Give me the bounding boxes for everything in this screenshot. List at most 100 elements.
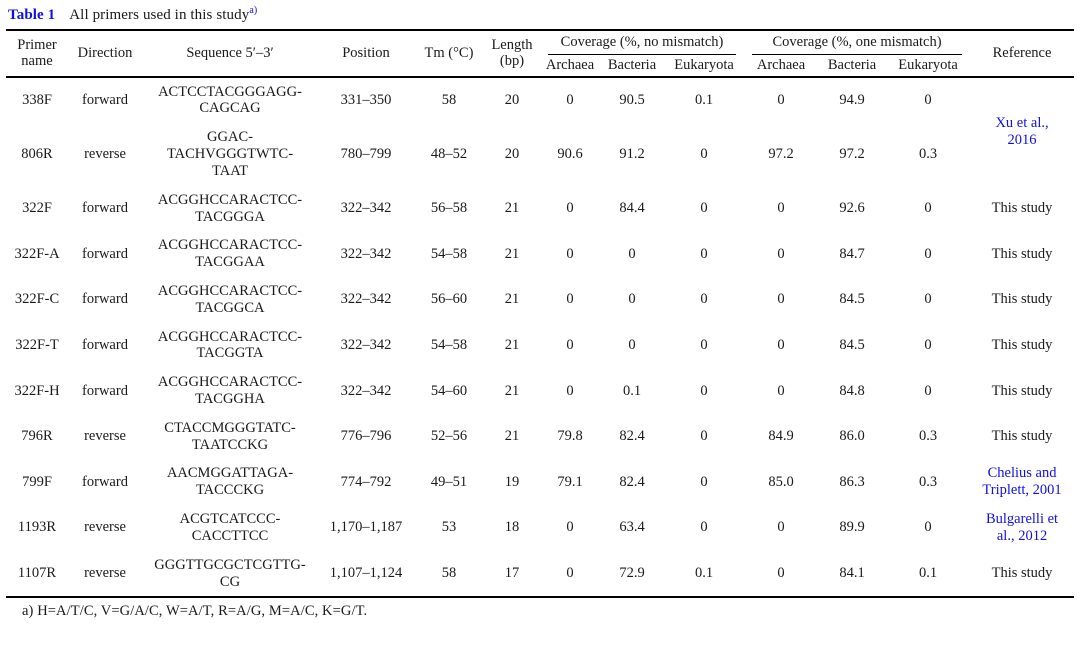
cell-reference: This study bbox=[991, 565, 1053, 582]
cell-no-mismatch-eukaryota: 0.1 bbox=[694, 565, 714, 582]
cell-no-mismatch-archaea: 0 bbox=[566, 291, 574, 308]
cell-primer-name: 322F-H bbox=[14, 382, 60, 399]
cell-length: 17 bbox=[504, 565, 520, 582]
cell-tm: 54–58 bbox=[430, 245, 468, 262]
cell-reference: This study bbox=[991, 291, 1053, 308]
subcol-header-bacteria-no-mismatch: Bacteria bbox=[607, 56, 657, 73]
cell-length: 21 bbox=[504, 336, 520, 353]
cell-position: 776–796 bbox=[340, 428, 392, 445]
table-row-796R: 796R reverse CTACCMGGGTATC- TAATCCKG 776… bbox=[6, 414, 1074, 460]
cell-tm: 54–58 bbox=[430, 336, 468, 353]
cell-no-mismatch-bacteria: 84.4 bbox=[619, 200, 645, 217]
cell-direction: forward bbox=[82, 473, 128, 490]
cell-no-mismatch-bacteria: 0 bbox=[628, 336, 636, 353]
cell-length: 20 bbox=[504, 146, 520, 163]
header-group-row: Primer name Direction Sequence 5′–3′ Pos… bbox=[6, 30, 1074, 69]
cell-no-mismatch-eukaryota: 0 bbox=[700, 473, 708, 490]
cell-one-mismatch-bacteria: 84.7 bbox=[839, 245, 865, 262]
reference-link[interactable]: Xu et al., 2016 bbox=[995, 114, 1049, 148]
cell-primer-name: 806R bbox=[21, 146, 53, 163]
cell-sequence: ACGGHCCARACTCC- TACGGHA bbox=[157, 374, 303, 407]
cell-no-mismatch-eukaryota: 0 bbox=[700, 291, 708, 308]
cell-primer-name: 322F-C bbox=[14, 291, 60, 308]
cell-sequence: GGGTTGCGCTCGTTG- CG bbox=[154, 556, 306, 590]
cell-length: 21 bbox=[504, 382, 520, 399]
coverage-no-mismatch-label: Coverage (%, no mismatch) bbox=[548, 34, 737, 55]
subcol-header-eukaryota-one-mismatch: Eukaryota bbox=[898, 56, 958, 73]
col-header-reference: Reference bbox=[992, 44, 1052, 61]
cell-primer-name: 322F-T bbox=[15, 336, 59, 353]
cell-one-mismatch-eukaryota: 0 bbox=[924, 382, 932, 399]
cell-length: 18 bbox=[504, 519, 520, 536]
col-header-coverage-no-mismatch: Coverage (%, no mismatch) bbox=[540, 30, 744, 55]
cell-primer-name: 322F bbox=[22, 200, 52, 217]
reference-link[interactable]: Bulgarelli et al., 2012 bbox=[985, 511, 1059, 544]
cell-primer-name: 338F bbox=[22, 92, 52, 109]
cell-sequence: ACGGHCCARACTCC- TACGGCA bbox=[157, 282, 303, 316]
cell-no-mismatch-bacteria: 0 bbox=[628, 291, 636, 308]
table-title-footnote-marker[interactable]: a) bbox=[249, 5, 258, 16]
reference-link[interactable]: Chelius and Triplett, 2001 bbox=[982, 465, 1062, 499]
cell-one-mismatch-bacteria: 86.3 bbox=[839, 473, 865, 490]
table-row-322F-T: 322F-T forward ACGGHCCARACTCC- TACGGTA 3… bbox=[6, 323, 1074, 369]
cell-one-mismatch-bacteria: 94.9 bbox=[839, 92, 865, 109]
cell-primer-name: 796R bbox=[21, 428, 53, 445]
cell-one-mismatch-bacteria: 84.5 bbox=[839, 291, 865, 308]
cell-no-mismatch-archaea: 90.6 bbox=[557, 146, 583, 163]
coverage-one-mismatch-label: Coverage (%, one mismatch) bbox=[752, 34, 963, 55]
cell-no-mismatch-eukaryota: 0 bbox=[700, 428, 708, 445]
cell-sequence: ACTCCTACGGGAGG- CAGCAG bbox=[158, 83, 302, 117]
col-header-tm: Tm (°C) bbox=[424, 44, 474, 61]
cell-reference: This study bbox=[991, 428, 1053, 445]
cell-position: 322–342 bbox=[340, 200, 392, 217]
col-header-coverage-one-mismatch: Coverage (%, one mismatch) bbox=[744, 30, 970, 55]
cell-position: 1,170–1,187 bbox=[329, 519, 403, 536]
cell-tm: 54–60 bbox=[430, 382, 468, 399]
cell-direction: forward bbox=[82, 200, 128, 217]
cell-direction: forward bbox=[82, 336, 128, 353]
cell-no-mismatch-archaea: 79.8 bbox=[557, 428, 583, 445]
cell-tm: 49–51 bbox=[430, 473, 468, 490]
cell-one-mismatch-archaea: 0 bbox=[777, 382, 785, 399]
cell-position: 780–799 bbox=[340, 146, 392, 163]
cell-no-mismatch-archaea: 0 bbox=[566, 336, 574, 353]
cell-reference: Chelius and Triplett, 2001 bbox=[970, 459, 1074, 505]
cell-sequence: AACMGGATTAGA- TACCCKG bbox=[166, 465, 294, 499]
cell-no-mismatch-eukaryota: 0 bbox=[700, 336, 708, 353]
cell-no-mismatch-bacteria: 63.4 bbox=[619, 519, 645, 536]
cell-no-mismatch-archaea: 0 bbox=[566, 519, 574, 536]
cell-length: 21 bbox=[504, 291, 520, 308]
cell-no-mismatch-eukaryota: 0.1 bbox=[694, 92, 714, 109]
cell-one-mismatch-eukaryota: 0 bbox=[924, 336, 932, 353]
cell-length: 21 bbox=[504, 245, 520, 262]
cell-no-mismatch-archaea: 0 bbox=[566, 200, 574, 217]
cell-direction: forward bbox=[82, 382, 128, 399]
cell-primer-name: 799F bbox=[22, 473, 52, 490]
cell-length: 20 bbox=[504, 92, 520, 109]
table-title: All primers used in this study bbox=[69, 7, 250, 23]
cell-tm: 52–56 bbox=[430, 428, 468, 445]
header-sub-row: Archaea Bacteria Eukaryota Archaea Bacte… bbox=[6, 55, 1074, 77]
cell-one-mismatch-archaea: 0 bbox=[777, 245, 785, 262]
cell-reference: This study bbox=[991, 382, 1053, 399]
cell-one-mismatch-eukaryota: 0.1 bbox=[918, 565, 938, 582]
cell-sequence: CTACCMGGGTATC- TAATCCKG bbox=[164, 419, 296, 453]
subcol-header-bacteria-one-mismatch: Bacteria bbox=[827, 56, 877, 73]
subcol-header-archaea-no-mismatch: Archaea bbox=[545, 56, 595, 73]
cell-direction: reverse bbox=[84, 519, 126, 536]
cell-no-mismatch-bacteria: 72.9 bbox=[619, 565, 645, 582]
table-number-label: Table 1 bbox=[8, 7, 56, 23]
cell-one-mismatch-bacteria: 84.8 bbox=[839, 382, 865, 399]
cell-one-mismatch-archaea: 84.9 bbox=[768, 428, 794, 445]
cell-tm: 58 bbox=[441, 92, 457, 109]
table-row-322F-A: 322F-A forward ACGGHCCARACTCC- TACGGAA 3… bbox=[6, 231, 1074, 277]
cell-no-mismatch-archaea: 0 bbox=[566, 245, 574, 262]
cell-one-mismatch-bacteria: 84.5 bbox=[839, 336, 865, 353]
cell-one-mismatch-bacteria: 97.2 bbox=[839, 146, 865, 163]
cell-one-mismatch-bacteria: 92.6 bbox=[839, 200, 865, 217]
col-header-primer-name: Primer name bbox=[17, 36, 57, 70]
cell-no-mismatch-eukaryota: 0 bbox=[700, 245, 708, 262]
cell-tm: 56–60 bbox=[430, 291, 468, 308]
cell-one-mismatch-archaea: 0 bbox=[777, 336, 785, 353]
table-header: Primer name Direction Sequence 5′–3′ Pos… bbox=[6, 30, 1075, 77]
